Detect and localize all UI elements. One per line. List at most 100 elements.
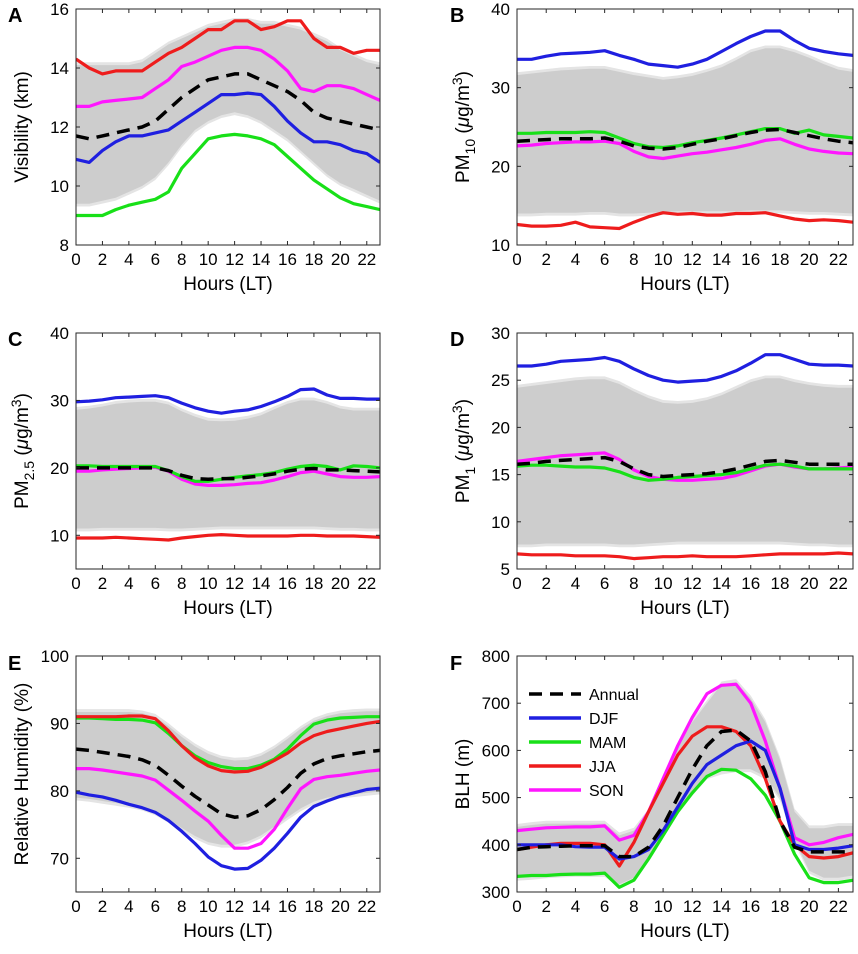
x-tick-label: 8 xyxy=(629,250,638,269)
x-tick-label: 6 xyxy=(151,250,160,269)
y-axis-label: PM1 (μg/m3) xyxy=(449,399,478,503)
y-axis-label-part: μ xyxy=(453,444,474,456)
x-tick-label: 22 xyxy=(829,574,848,593)
x-tick-label: 18 xyxy=(304,897,323,916)
x-tick-label: 16 xyxy=(741,250,760,269)
panel-f: 0 2 4 6 8 10 12 14 16 18 20 22 300 400 500 600 700 800 Hou… xyxy=(450,647,854,942)
y-tick-label: 20 xyxy=(491,418,510,437)
y-tick-label: 500 xyxy=(482,789,510,808)
x-tick-label: 20 xyxy=(800,250,819,269)
range-band xyxy=(76,400,380,529)
series-line-djf xyxy=(76,387,380,415)
y-tick-label: 30 xyxy=(50,391,69,410)
y-tick-label: 10 xyxy=(50,526,69,545)
range-band xyxy=(76,20,380,204)
x-tick-label: 14 xyxy=(252,250,271,269)
range-band xyxy=(517,48,853,214)
series-line-mam xyxy=(76,132,380,218)
x-tick-label: 0 xyxy=(512,897,521,916)
x-tick-label: 8 xyxy=(177,574,186,593)
y-axis-label: PM10 (μg/m3) xyxy=(449,71,478,183)
axes-box xyxy=(75,332,381,570)
x-axis-label: Hours (LT) xyxy=(640,598,729,619)
x-tick-label: 8 xyxy=(629,897,638,916)
axes-box xyxy=(516,332,854,570)
x-tick-label: 6 xyxy=(600,250,609,269)
panel-d: 0 2 4 6 8 10 12 14 16 18 20 22 5 10 15 20 25 30 Hours (LT)… xyxy=(449,324,854,619)
series-line-son xyxy=(517,682,853,847)
y-tick-label: 80 xyxy=(50,782,69,801)
y-tick-label: 40 xyxy=(491,0,510,19)
series-line-annual xyxy=(517,455,853,479)
y-axis-label-part: PM xyxy=(453,475,474,504)
x-tick-label: 18 xyxy=(770,897,789,916)
panel-letter: B xyxy=(450,5,464,27)
y-axis-label-part: 10 xyxy=(462,139,478,155)
series-line-djf xyxy=(76,91,380,164)
y-tick-label: 14 xyxy=(50,59,69,78)
y-tick-label: 20 xyxy=(491,157,510,176)
x-tick-label: 22 xyxy=(829,250,848,269)
legend-label-son: SON xyxy=(589,783,624,800)
panel-letter: D xyxy=(450,329,464,351)
x-axis-label: Hours (LT) xyxy=(183,598,272,619)
x-tick-label: 4 xyxy=(571,574,580,593)
x-tick-label: 0 xyxy=(71,897,80,916)
x-tick-label: 14 xyxy=(712,250,731,269)
y-tick-label: 30 xyxy=(491,324,510,343)
legend-label-djf: DJF xyxy=(589,711,619,728)
series-line-djf xyxy=(517,739,853,861)
plot-area xyxy=(517,679,853,889)
x-tick-label: 16 xyxy=(741,574,760,593)
x-tick-label: 4 xyxy=(124,250,133,269)
series-line-djf xyxy=(517,353,853,384)
x-tick-label: 14 xyxy=(712,574,731,593)
y-axis-label: Visibility (km) xyxy=(12,71,33,183)
x-tick-label: 0 xyxy=(71,250,80,269)
y-axis-label-part: g/m xyxy=(453,413,474,445)
axes-box xyxy=(516,8,854,246)
y-axis-label-part: 3 xyxy=(449,77,465,85)
panel-c: 0 2 4 6 8 10 12 14 16 18 20 22 10 20 30 40 Hours (LT) PM2… xyxy=(8,324,381,619)
x-tick-label: 14 xyxy=(712,897,731,916)
x-tick-label: 10 xyxy=(654,574,673,593)
y-tick-label: 10 xyxy=(491,236,510,255)
legend: Annual DJF MAM JJA SON xyxy=(529,687,639,800)
x-tick-label: 22 xyxy=(357,250,376,269)
x-tick-label: 22 xyxy=(357,574,376,593)
series-line-mam xyxy=(76,715,380,771)
x-tick-label: 22 xyxy=(357,897,376,916)
y-tick-label: 100 xyxy=(41,647,69,666)
series-line-annual xyxy=(76,72,380,141)
series-line-annual xyxy=(517,127,853,151)
y-tick-label: 12 xyxy=(50,118,69,137)
series-line-son xyxy=(76,767,380,850)
y-tick-label: 15 xyxy=(491,466,510,485)
y-tick-label: 700 xyxy=(482,694,510,713)
y-axis-label-part: ) xyxy=(453,71,474,77)
x-tick-label: 20 xyxy=(800,897,819,916)
plot-area xyxy=(517,29,853,231)
x-tick-label: 2 xyxy=(541,897,550,916)
x-tick-label: 6 xyxy=(151,574,160,593)
series-line-jja xyxy=(76,533,380,542)
range-band xyxy=(76,711,380,845)
y-axis-label-part: ) xyxy=(453,399,474,405)
y-axis-label-part: μ xyxy=(12,438,33,450)
x-tick-label: 10 xyxy=(199,574,218,593)
series-line-annual xyxy=(517,728,853,859)
x-tick-label: 18 xyxy=(304,574,323,593)
x-tick-label: 12 xyxy=(683,250,702,269)
x-tick-label: 18 xyxy=(770,574,789,593)
x-tick-label: 10 xyxy=(199,250,218,269)
plot-area xyxy=(517,353,853,561)
x-tick-label: 8 xyxy=(177,250,186,269)
x-axis-label: Hours (LT) xyxy=(183,274,272,295)
legend-label-annual: Annual xyxy=(589,687,639,704)
y-axis-label-part: ( xyxy=(12,449,33,461)
panel-letter: F xyxy=(450,653,462,675)
axes-box xyxy=(516,655,854,893)
y-tick-label: 600 xyxy=(482,741,510,760)
y-axis-label: BLH (m) xyxy=(453,739,474,810)
